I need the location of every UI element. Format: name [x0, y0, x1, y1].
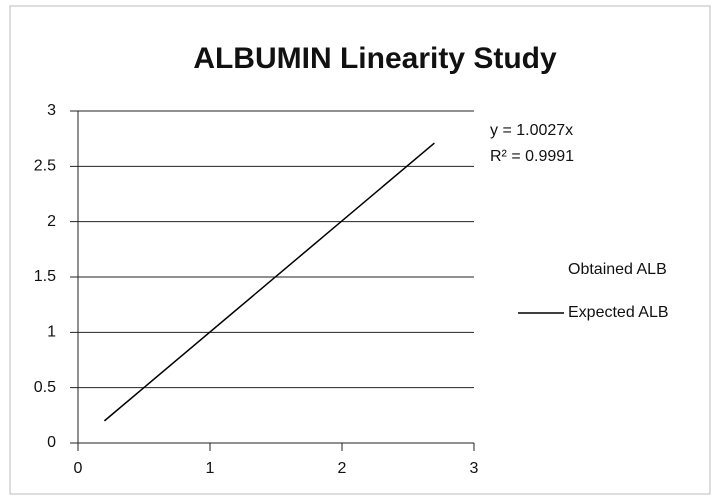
chart-title: ALBUMIN Linearity Study — [193, 42, 557, 75]
y-tick-label: 1.5 — [34, 268, 56, 285]
annotation: y = 1.0027x — [490, 122, 573, 139]
y-tick-label: 3 — [47, 102, 56, 119]
y-tick-label: 2 — [47, 213, 56, 230]
legend-label: Obtained ALB — [568, 261, 667, 278]
x-tick-label: 3 — [470, 460, 479, 477]
y-tick-label: 0 — [47, 434, 56, 451]
annotation: R² = 0.9991 — [490, 148, 574, 165]
chart-border — [9, 5, 711, 495]
x-tick-label: 2 — [338, 460, 347, 477]
series-line — [103, 142, 435, 422]
y-tick-label: 1 — [47, 324, 56, 341]
y-tick-label: 2.5 — [34, 158, 56, 175]
y-tick-label: 0.5 — [34, 379, 56, 396]
x-tick-label: 1 — [206, 460, 215, 477]
legend-label: Expected ALB — [568, 304, 669, 321]
x-tick-label: 0 — [74, 460, 83, 477]
